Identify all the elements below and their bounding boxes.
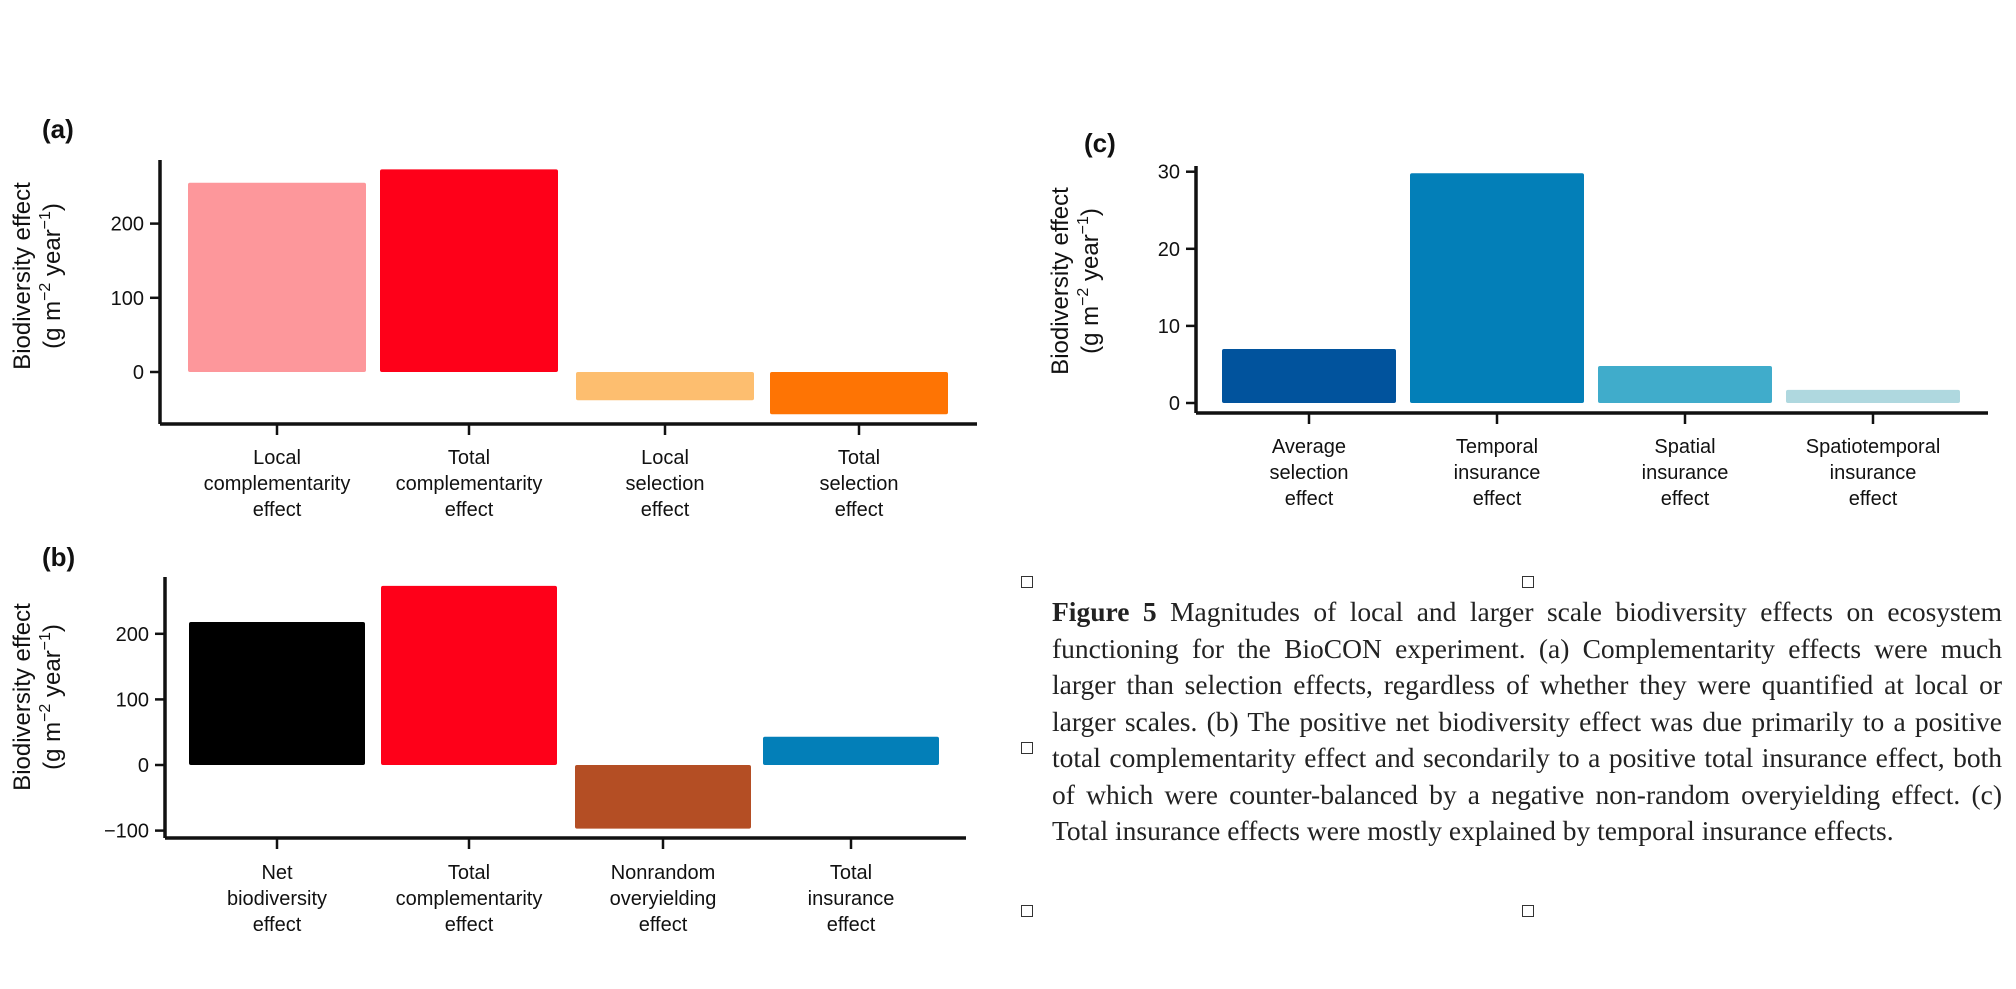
y-axis-label-line1: Biodiversity effect — [9, 603, 36, 791]
x-tick-label: Total complementarity effect — [396, 862, 543, 936]
bar — [188, 182, 366, 372]
panel-c-chart: (c) 0 10 20 30 Average selection effect Temporal… — [1047, 128, 1988, 510]
y-tick-label: 10 — [1158, 316, 1180, 338]
panel-label: (c) — [1084, 128, 1116, 158]
x-tick-label: Total selection effect — [820, 447, 899, 521]
y-tick-label: 0 — [1169, 393, 1180, 415]
selection-handle-bottom-right — [1522, 905, 1534, 917]
y-axis-label-line1: Biodiversity effect — [1047, 187, 1074, 375]
y-tick-label: 0 — [138, 755, 149, 777]
bar — [1410, 173, 1584, 403]
bar — [770, 372, 948, 415]
y-axis-label-line2: (g m−2 year−1) — [37, 624, 66, 770]
x-tick-label: Total insurance effect — [808, 862, 895, 936]
y-tick-label: 100 — [116, 689, 149, 711]
x-tick-label: Temporal insurance effect — [1454, 436, 1541, 510]
x-tick-label: Net biodiversity effect — [227, 862, 327, 936]
panel-label: (b) — [42, 542, 75, 572]
y-axis-label-line2: (g m−2 year−1) — [1075, 208, 1104, 354]
bar — [1222, 349, 1396, 403]
panel-a-chart: (a) 0 100 200 Local complementarity effect Tota… — [9, 114, 977, 521]
y-tick-label: −100 — [104, 821, 149, 843]
selection-handle-bottom-left — [1021, 905, 1033, 917]
bar — [1786, 389, 1960, 403]
y-tick-label: 0 — [133, 362, 144, 384]
y-tick-label: 200 — [111, 214, 144, 236]
y-tick-label: 30 — [1158, 162, 1180, 184]
figure-caption: Figure 5 Magnitudes of local and larger … — [1052, 594, 2002, 850]
bar — [1598, 365, 1772, 403]
selection-handle-top-right — [1522, 576, 1534, 588]
y-tick-label: 100 — [111, 288, 144, 310]
x-tick-label: Nonrandom overyielding effect — [610, 862, 717, 936]
y-tick-label: 200 — [116, 624, 149, 646]
y-axis-label-line1: Biodiversity effect — [9, 182, 36, 370]
bar — [575, 765, 751, 829]
x-tick-label: Local complementarity effect — [204, 447, 351, 521]
bar — [576, 372, 754, 401]
y-axis-label-line2: (g m−2 year−1) — [37, 203, 66, 349]
selection-handle-mid-left — [1021, 742, 1033, 754]
y-axis-label: Biodiversity effect (g m−2 year−1) — [9, 182, 66, 370]
x-tick-label: Average selection effect — [1270, 436, 1349, 510]
bar — [763, 736, 939, 765]
x-tick-label: Total complementarity effect — [396, 447, 543, 521]
y-axis-label: Biodiversity effect (g m−2 year−1) — [1047, 187, 1104, 375]
y-axis-label: Biodiversity effect (g m−2 year−1) — [9, 603, 66, 791]
caption-label: Figure 5 — [1052, 596, 1157, 627]
panel-b-chart: (b) −100 0 100 200 Net biodiversity effect Total… — [9, 542, 966, 936]
selection-handle-top-left — [1021, 576, 1033, 588]
bar — [189, 621, 365, 765]
caption-text: Magnitudes of local and larger scale bio… — [1052, 596, 2002, 846]
x-tick-label: Spatial insurance effect — [1642, 436, 1729, 510]
bar — [381, 585, 557, 765]
x-tick-label: Local selection effect — [626, 447, 705, 521]
bar — [380, 169, 558, 372]
x-tick-label: Spatiotemporal insurance effect — [1806, 436, 1941, 510]
y-tick-label: 20 — [1158, 239, 1180, 261]
panel-label: (a) — [42, 114, 74, 144]
